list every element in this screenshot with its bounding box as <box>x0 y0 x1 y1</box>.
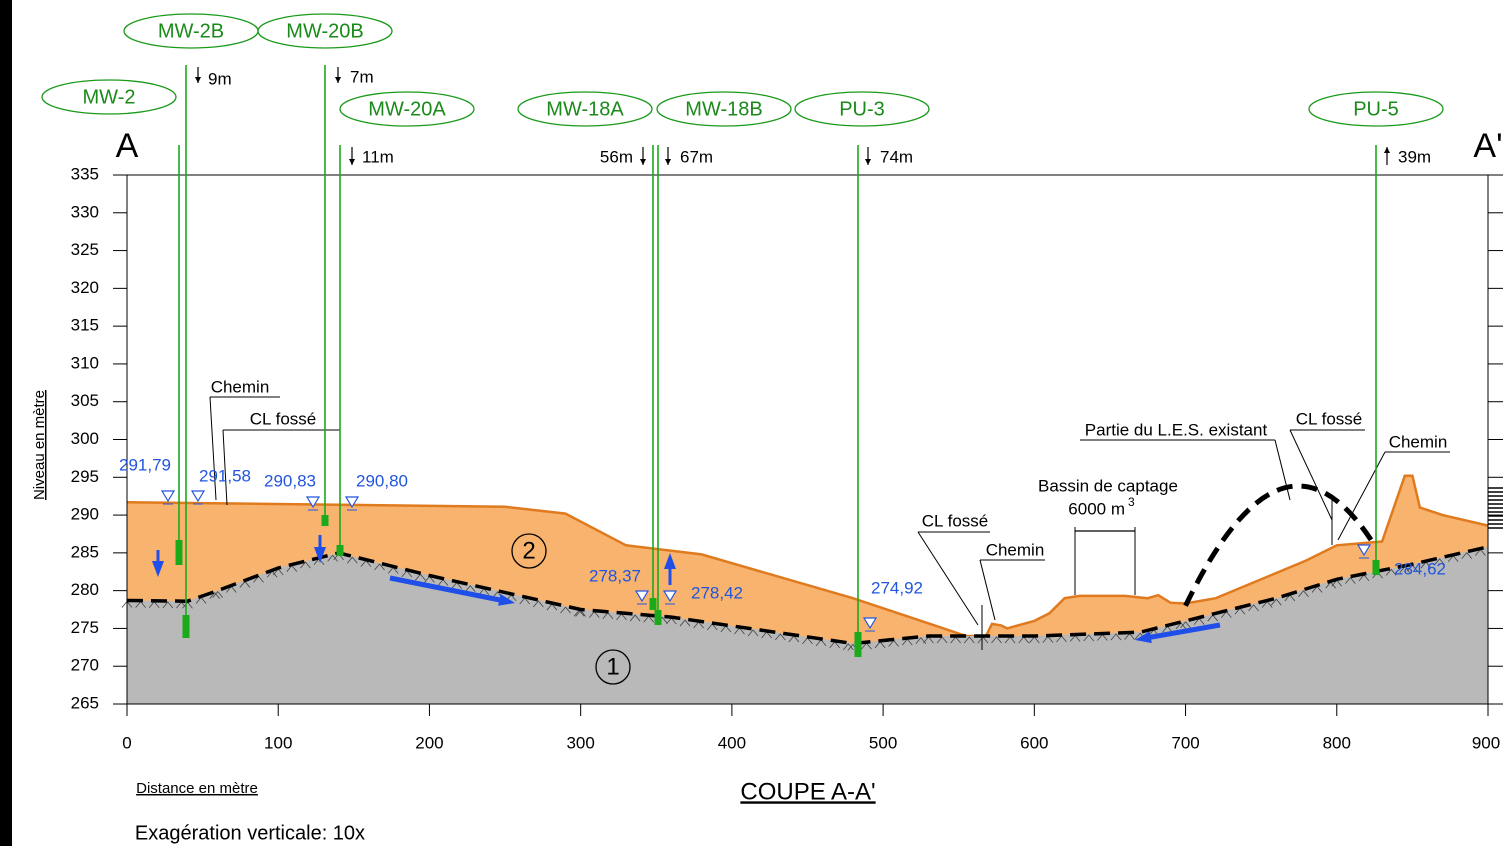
depth-arrowhead <box>349 159 355 165</box>
well-screen <box>322 515 329 526</box>
depth: 56m <box>600 147 633 166</box>
geology <box>122 397 1488 704</box>
x-tick-label: 600 <box>1020 733 1048 752</box>
y-tick-label: 315 <box>71 316 99 335</box>
water-level: 291,79 <box>119 455 171 474</box>
well-screen <box>183 615 190 638</box>
y-tick-label: 275 <box>71 618 99 637</box>
well-label: MW-20B <box>286 20 363 42</box>
y-axis-title: Niveau en mètre <box>31 390 48 500</box>
depth-arrowhead <box>865 159 871 165</box>
annotation: CL fossé <box>1296 409 1362 428</box>
water-marker <box>162 491 174 501</box>
well-label: PU-3 <box>839 98 885 120</box>
unit-label: 1 <box>606 653 619 680</box>
annotation: CL fossé <box>922 511 988 530</box>
water-marker <box>192 491 204 501</box>
section-title: COUPE A-A' <box>740 778 875 805</box>
depth: 67m <box>680 147 713 166</box>
y-tick-label: 335 <box>71 164 99 183</box>
y-tick-label: 285 <box>71 542 99 561</box>
annotation: 6000 m <box>1068 499 1125 518</box>
annotation: Chemin <box>986 540 1045 559</box>
well-label: MW-2B <box>158 20 224 42</box>
depth-arrowhead <box>1384 147 1390 153</box>
section-start: A <box>116 127 139 165</box>
x-tick-label: 900 <box>1472 733 1500 752</box>
x-tick-label: 700 <box>1171 733 1199 752</box>
well-label: MW-20A <box>368 98 446 120</box>
well-label: MW-18B <box>685 98 762 120</box>
annotation: CL fossé <box>250 409 316 428</box>
well-screen <box>650 598 657 610</box>
annotation: Bassin de captage <box>1038 476 1178 495</box>
well-screen <box>1373 560 1380 575</box>
leader <box>918 532 978 625</box>
x-tick-label: 100 <box>264 733 292 752</box>
x-tick-label: 400 <box>718 733 746 752</box>
depth-arrowhead <box>665 159 671 165</box>
note: Exagération verticale: 10x <box>135 822 365 844</box>
water-level: 278,37 <box>589 566 641 585</box>
water-level: 284,62 <box>1394 559 1446 578</box>
depth: 11m <box>362 147 394 166</box>
x-tick-label: 0 <box>122 733 131 752</box>
leader <box>1290 430 1332 520</box>
y-tick-label: 305 <box>71 391 99 410</box>
depth: 9m <box>208 69 232 88</box>
y-tick-label: 265 <box>71 693 99 712</box>
depth: 39m <box>1398 147 1431 166</box>
well-label: PU-5 <box>1353 98 1399 120</box>
x-tick-label: 800 <box>1323 733 1351 752</box>
depth: 74m <box>880 147 913 166</box>
y-tick-label: 270 <box>71 656 99 675</box>
well-label: MW-2 <box>83 86 136 108</box>
y-tick-label: 320 <box>71 278 99 297</box>
y-tick-label: 330 <box>71 202 99 221</box>
x-tick-label: 300 <box>566 733 594 752</box>
water-level: 290,80 <box>356 471 408 490</box>
annotation: Partie du L.E.S. existant <box>1085 420 1268 439</box>
y-tick-label: 300 <box>71 429 99 448</box>
water-level: 278,42 <box>691 583 743 602</box>
water-level: 290,83 <box>264 471 316 490</box>
y-tick-label: 295 <box>71 467 99 486</box>
y-tick-label: 280 <box>71 580 99 599</box>
annotation: Chemin <box>1389 432 1448 451</box>
annotation-exponent: 3 <box>1128 495 1135 509</box>
depth: 7m <box>350 67 374 86</box>
y-tick-label: 310 <box>71 353 99 372</box>
y-tick-label: 325 <box>71 240 99 259</box>
well-screen <box>337 545 344 556</box>
cross-section: 3353303253203153103053002952902852802752… <box>0 0 1503 846</box>
x-tick-label: 500 <box>869 733 897 752</box>
water-level: 291,58 <box>199 466 251 485</box>
unit-label: 2 <box>522 537 535 564</box>
leader <box>1338 452 1385 540</box>
x-tick-label: 200 <box>415 733 443 752</box>
x-axis-title: Distance en mètre <box>136 780 258 797</box>
depth-arrowhead <box>640 159 646 165</box>
water-level: 274,92 <box>871 578 923 597</box>
y-tick-label: 290 <box>71 505 99 524</box>
well-screen <box>855 632 862 657</box>
well-screen <box>655 610 662 625</box>
depth-arrowhead <box>195 77 201 83</box>
section-end: A' <box>1473 127 1502 165</box>
annotation: Chemin <box>211 377 270 396</box>
well-screen <box>176 540 183 565</box>
depth-arrowhead <box>335 77 341 83</box>
well-label: MW-18A <box>546 98 624 120</box>
left-border <box>0 0 12 846</box>
